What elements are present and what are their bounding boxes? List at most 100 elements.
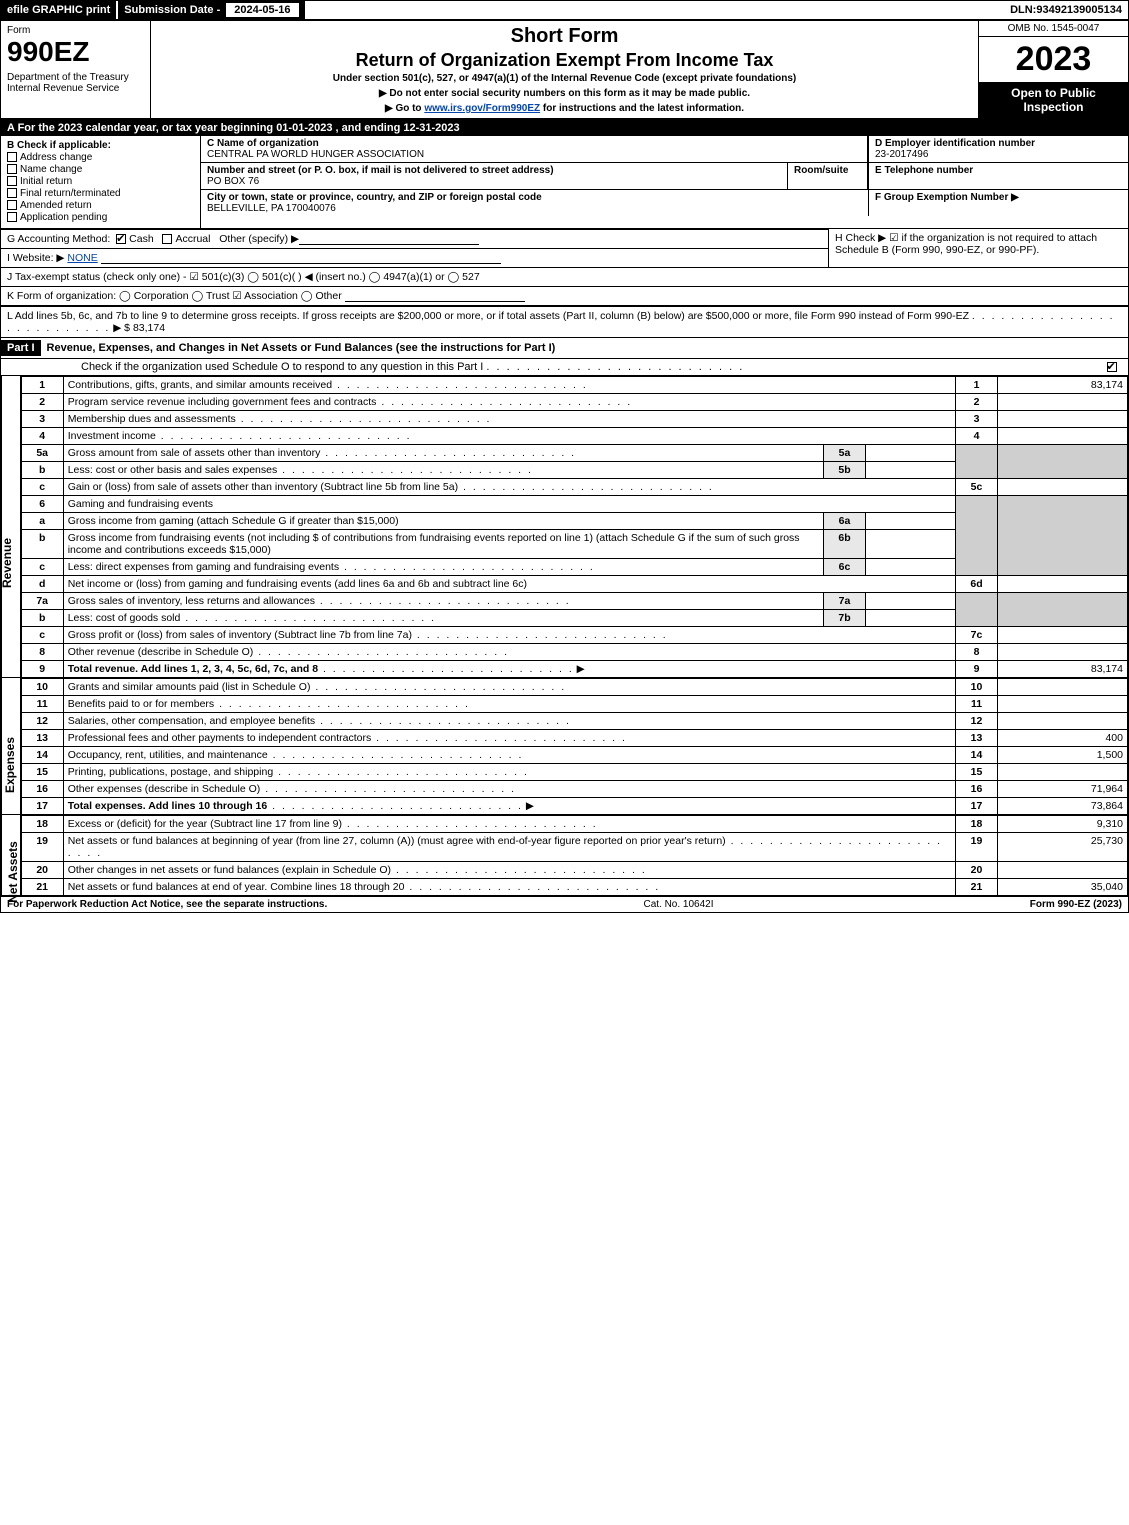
l16-num: 16 [21,781,63,798]
form-header: Form 990EZ Department of the Treasury In… [1,21,1128,120]
l4-rval [998,428,1128,445]
g-other: Other (specify) ▶ [219,233,299,245]
l7c-rnum: 7c [956,627,998,644]
cb-amended-return-label: Amended return [20,200,92,211]
header-center: Short Form Return of Organization Exempt… [151,21,978,118]
l5ab-shade [956,445,998,479]
part1-check-dots [486,361,744,373]
l12-rnum: 12 [956,713,998,730]
k-text: K Form of organization: ◯ Corporation ◯ … [7,290,342,302]
l11-desc: Benefits paid to or for members [68,698,214,710]
l6b-sv [866,530,956,559]
l12-num: 12 [21,713,63,730]
l6d-rnum: 6d [956,576,998,593]
l5c-num: c [21,479,63,496]
instruction-link: ▶ Go to www.irs.gov/Form990EZ for instru… [157,103,972,114]
l8-rval [998,644,1128,661]
l4-rnum: 4 [956,428,998,445]
cb-final-return[interactable]: Final return/terminated [7,188,194,199]
cb-initial-return[interactable]: Initial return [7,176,194,187]
line-a: A For the 2023 calendar year, or tax yea… [1,120,1128,136]
l6c-num: c [21,559,63,576]
l7b-sn: 7b [824,610,866,627]
l12-rval [998,713,1128,730]
sidecat-expenses-label: Expenses [3,737,17,793]
line-4: 4Investment income4 [21,428,1127,445]
c-room-label: Room/suite [794,165,861,176]
l15-num: 15 [21,764,63,781]
l13-rnum: 13 [956,730,998,747]
c-name-label: C Name of organization [207,138,861,149]
g-accrual-cb[interactable] [162,234,172,244]
omb-number: OMB No. 1545-0047 [979,21,1128,37]
l7a-sn: 7a [824,593,866,610]
l20-rval [998,862,1128,879]
l6abc-shade-v [998,496,1128,576]
g-cash-cb[interactable] [116,234,126,244]
i-value[interactable]: NONE [67,252,97,264]
l5c-rval [998,479,1128,496]
l-text: L Add lines 5b, 6c, and 7b to line 9 to … [7,310,969,322]
line-17: 17Total expenses. Add lines 10 through 1… [21,798,1127,815]
line-6: 6Gaming and fundraising events [21,496,1127,513]
revenue-table: 1Contributions, gifts, grants, and simil… [21,376,1128,678]
g-other-line [299,233,479,245]
irs-link[interactable]: www.irs.gov/Form990EZ [424,103,540,114]
l18-num: 18 [21,816,63,833]
l7a-num: 7a [21,593,63,610]
l7c-num: c [21,627,63,644]
title-short-form: Short Form [157,25,972,48]
sidecat-revenue-label: Revenue [0,538,14,588]
l2-num: 2 [21,394,63,411]
cb-app-pending[interactable]: Application pending [7,212,194,223]
l3-rnum: 3 [956,411,998,428]
l15-rnum: 15 [956,764,998,781]
footer-mid: Cat. No. 10642I [327,899,1029,910]
l2-desc: Program service revenue including govern… [68,396,377,408]
l13-desc: Professional fees and other payments to … [68,732,372,744]
footer-left: For Paperwork Reduction Act Notice, see … [7,899,327,910]
l10-rnum: 10 [956,679,998,696]
l6b-num: b [21,530,63,559]
l19-rval: 25,730 [998,833,1128,862]
l15-rval [998,764,1128,781]
l21-rnum: 21 [956,879,998,896]
inst2-pre: ▶ Go to [385,103,424,114]
cb-final-return-label: Final return/terminated [20,188,121,199]
l6a-num: a [21,513,63,530]
line-k: K Form of organization: ◯ Corporation ◯ … [1,286,1128,306]
cb-name-change[interactable]: Name change [7,164,194,175]
l4-num: 4 [21,428,63,445]
sidecat-revenue: Revenue [1,376,21,678]
l14-rnum: 14 [956,747,998,764]
l11-rval [998,696,1128,713]
cb-address-change-label: Address change [20,152,92,163]
l11-num: 11 [21,696,63,713]
box-f: F Group Exemption Number ▶ [868,190,1128,216]
line-1: 1Contributions, gifts, grants, and simil… [21,377,1127,394]
l20-desc: Other changes in net assets or fund bala… [68,864,391,876]
l10-num: 10 [21,679,63,696]
line-14: 14Occupancy, rent, utilities, and mainte… [21,747,1127,764]
i-underline [101,252,501,264]
line-l: L Add lines 5b, 6c, and 7b to line 9 to … [1,306,1128,337]
l7a-desc: Gross sales of inventory, less returns a… [68,595,315,607]
header-right: OMB No. 1545-0047 2023 Open to Public In… [978,21,1128,118]
l8-num: 8 [21,644,63,661]
l18-rnum: 18 [956,816,998,833]
box-c-room: Room/suite [788,163,868,189]
l17-num: 17 [21,798,63,815]
l7c-desc: Gross profit or (loss) from sales of inv… [68,629,412,641]
l6d-rval [998,576,1128,593]
part1-checkbox[interactable] [1098,361,1128,373]
l9-num: 9 [21,661,63,678]
cb-address-change[interactable]: Address change [7,152,194,163]
l1-rval: 83,174 [998,377,1128,394]
dln-value: 93492139005134 [1036,4,1122,16]
l7b-num: b [21,610,63,627]
l5a-sn: 5a [824,445,866,462]
cb-amended-return[interactable]: Amended return [7,200,194,211]
part1-check-row: Check if the organization used Schedule … [1,359,1128,376]
line-21: 21Net assets or fund balances at end of … [21,879,1127,896]
instruction-ssn: ▶ Do not enter social security numbers o… [157,88,972,99]
